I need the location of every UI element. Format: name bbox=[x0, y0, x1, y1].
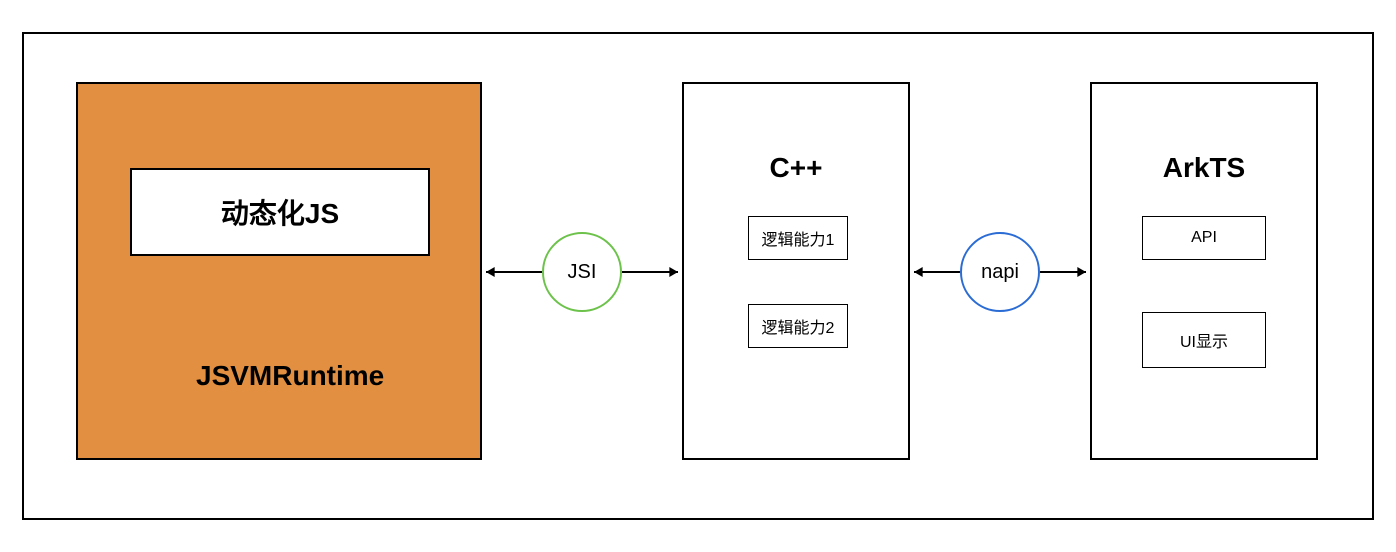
napi-connector: napi bbox=[960, 232, 1040, 312]
jsi-connector: JSI bbox=[542, 232, 622, 312]
dynamic-js-box: 动态化JS bbox=[130, 168, 430, 256]
cpp-logic-1-label: 逻辑能力1 bbox=[762, 226, 835, 250]
arkts-ui-label: UI显示 bbox=[1180, 328, 1228, 352]
cpp-box: C++ bbox=[682, 82, 910, 460]
arkts-api-box: API bbox=[1142, 216, 1266, 260]
cpp-logic-1: 逻辑能力1 bbox=[748, 216, 848, 260]
jsvm-runtime-title: JSVMRuntime bbox=[196, 360, 384, 392]
dynamic-js-label: 动态化JS bbox=[221, 192, 339, 232]
arkts-ui-box: UI显示 bbox=[1142, 312, 1266, 368]
arkts-box: ArkTS bbox=[1090, 82, 1318, 460]
jsi-label: JSI bbox=[568, 261, 597, 284]
cpp-title: C++ bbox=[684, 152, 908, 184]
arrow-jsi-to-cpp bbox=[610, 260, 690, 284]
jsvm-runtime-box: JSVMRuntime 动态化JS bbox=[76, 82, 482, 460]
arkts-api-label: API bbox=[1191, 229, 1217, 247]
cpp-logic-2-label: 逻辑能力2 bbox=[762, 314, 835, 338]
cpp-logic-2: 逻辑能力2 bbox=[748, 304, 848, 348]
napi-label: napi bbox=[981, 261, 1019, 284]
arkts-title: ArkTS bbox=[1092, 152, 1316, 184]
